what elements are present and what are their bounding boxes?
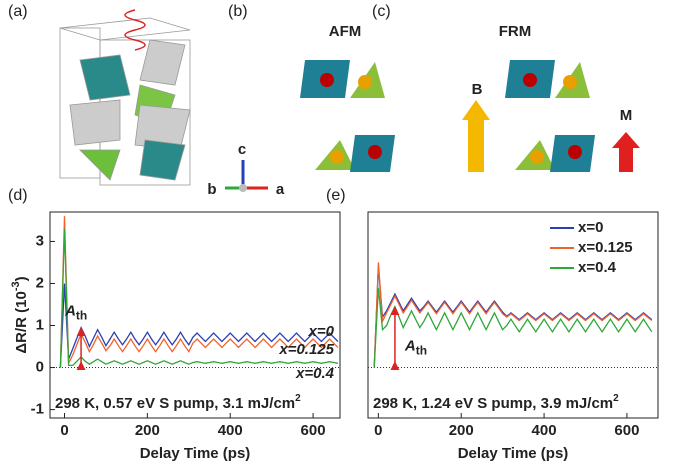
note-sup: 2 <box>295 393 301 404</box>
plot-frame <box>367 211 659 419</box>
annotation-main: A <box>404 337 416 354</box>
data-line <box>373 287 653 368</box>
annotation: Ath <box>64 303 87 323</box>
x-tick-label: 600 <box>301 422 326 439</box>
legend-label: x=0.125 <box>578 239 633 256</box>
data-line <box>59 216 339 368</box>
y-tick-label: 1 <box>36 316 44 333</box>
axis-label: b <box>207 181 216 198</box>
x-tick-label: 400 <box>218 422 243 439</box>
annotation: Ath <box>404 337 427 357</box>
x-tick-label: 400 <box>532 422 557 439</box>
annotation-sub: th <box>76 309 87 323</box>
condition-note: 298 K, 1.24 eV S pump, 3.9 mJ/cm2 <box>373 393 619 412</box>
panel-label: (d) <box>8 187 28 204</box>
y-tick-label: 0 <box>36 359 44 376</box>
y-axis-label-main: ΔR/R (10 <box>13 291 30 353</box>
y-axis-label-end: ) <box>13 276 30 281</box>
plot-area <box>373 262 653 368</box>
axis-label: a <box>276 181 285 198</box>
x-tick-label: 600 <box>614 422 639 439</box>
axes-triad <box>225 160 268 192</box>
note-sup: 2 <box>613 393 619 404</box>
series-label: x=0.4 <box>295 365 335 382</box>
crystal-structure <box>59 9 191 186</box>
panel-label: (a) <box>8 3 28 20</box>
data-line <box>59 283 339 368</box>
series-label: x=0.125 <box>278 341 334 358</box>
diagram-title: AFM <box>329 23 362 40</box>
legend-label: x=0.4 <box>578 259 617 276</box>
spin-diagrams <box>300 60 640 172</box>
x-tick-label: 0 <box>60 422 68 439</box>
panel-label: (b) <box>228 3 248 20</box>
x-tick-label: 200 <box>449 422 474 439</box>
y-axis-label: ΔR/R (10-3) <box>10 276 30 353</box>
panel-label: (e) <box>326 187 346 204</box>
x-axis-label: Delay Time (ps) <box>140 445 251 462</box>
annotation-sub: th <box>416 344 427 358</box>
condition-note: 298 K, 0.57 eV S pump, 3.1 mJ/cm2 <box>55 393 301 412</box>
x-tick-label: 0 <box>374 422 382 439</box>
annotation-main: A <box>64 303 76 320</box>
plot-area <box>59 216 339 368</box>
panel-label: (c) <box>372 3 391 20</box>
x-tick-label: 200 <box>135 422 160 439</box>
note-main: 298 K, 0.57 eV S pump, 3.1 mJ/cm <box>55 395 295 412</box>
y-tick-label: 2 <box>36 274 44 291</box>
legend-label: x=0 <box>578 219 603 236</box>
data-line <box>373 262 653 368</box>
y-tick-label: 3 <box>36 232 44 249</box>
diagram-title: FRM <box>499 23 532 40</box>
moment-label: M <box>620 107 633 124</box>
plot-frame <box>49 211 341 419</box>
data-line <box>59 228 339 368</box>
series-label: x=0 <box>308 323 335 340</box>
field-label: B <box>472 81 483 98</box>
x-axis-label: Delay Time (ps) <box>458 445 569 462</box>
y-tick-label: -1 <box>31 401 44 418</box>
axis-label: c <box>238 141 246 158</box>
y-axis-label-sup: -3 <box>10 281 22 291</box>
note-main: 298 K, 1.24 eV S pump, 3.9 mJ/cm <box>373 395 613 412</box>
